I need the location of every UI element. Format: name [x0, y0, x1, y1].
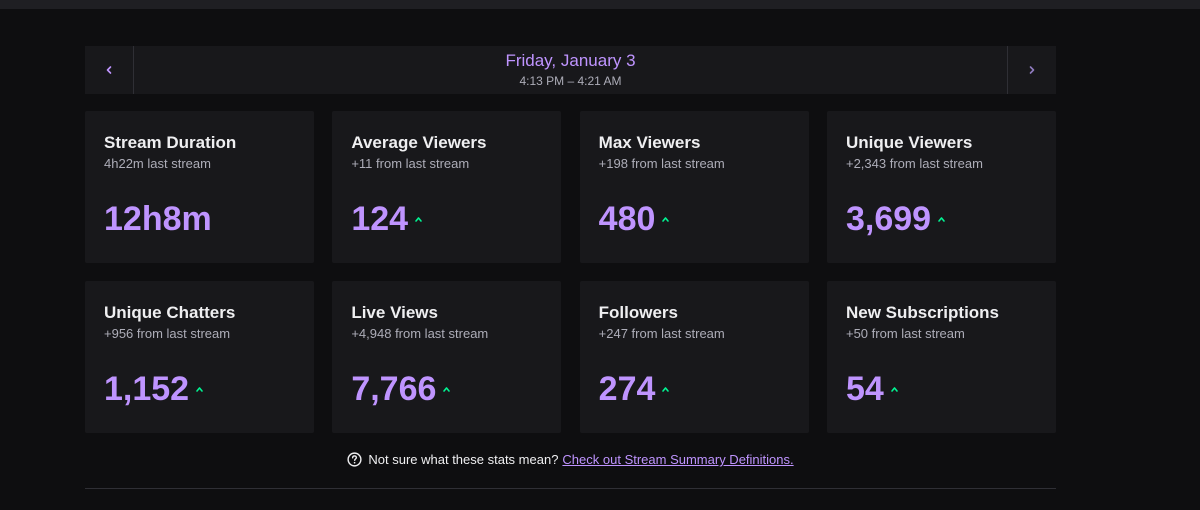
- stat-comparison: +11 from last stream: [351, 156, 470, 171]
- stat-comparison: +4,948 from last stream: [351, 326, 489, 341]
- trend-up-icon: [937, 215, 946, 224]
- stat-value: 480: [598, 200, 656, 238]
- stat-card-live-views: Live Views +4,948 from last stream 7,766: [332, 281, 562, 433]
- stat-comparison: +198 from last stream: [598, 156, 725, 171]
- stat-card-max-viewers: Max Viewers +198 from last stream 480: [579, 111, 809, 263]
- help-question-text: Not sure what these stats mean?: [368, 452, 559, 467]
- stat-title: Stream Duration: [104, 133, 237, 152]
- stat-title: Live Views: [351, 303, 438, 322]
- stat-title: Unique Viewers: [845, 133, 973, 152]
- stat-card-average-viewers: Average Viewers +11 from last stream 124: [332, 111, 562, 263]
- stat-comparison: 4h22m last stream: [104, 156, 211, 171]
- stat-card-unique-viewers: Unique Viewers +2,343 from last stream 3…: [826, 111, 1056, 263]
- stream-date: Friday, January 3: [505, 51, 636, 70]
- previous-stream-button[interactable]: [85, 46, 134, 94]
- chevron-left-icon: [106, 66, 112, 74]
- stat-card-unique-chatters: Unique Chatters +956 from last stream 1,…: [85, 281, 314, 433]
- stat-value: 3,699: [845, 200, 932, 238]
- stat-card-followers: Followers +247 from last stream 274: [579, 281, 809, 433]
- trend-up-icon: [890, 385, 899, 394]
- stat-title: Followers: [598, 303, 679, 322]
- date-display: Friday, January 3 4:13 PM – 4:21 AM: [134, 46, 1007, 94]
- divider: [85, 488, 1056, 489]
- stat-comparison: +956 from last stream: [104, 326, 231, 341]
- stat-comparison: +50 from last stream: [845, 326, 965, 341]
- stat-title: Max Viewers: [598, 133, 701, 152]
- stat-value: 12h8m: [104, 200, 212, 238]
- stat-title: Unique Chatters: [104, 303, 236, 322]
- stat-value: 1,152: [104, 370, 190, 408]
- stats-help-note: Not sure what these stats mean? Check ou…: [0, 452, 1141, 467]
- date-navigator: Friday, January 3 4:13 PM – 4:21 AM: [85, 46, 1056, 94]
- trend-up-icon: [195, 385, 204, 394]
- trend-up-icon: [661, 215, 670, 224]
- trend-up-icon: [414, 215, 423, 224]
- stat-value: 124: [351, 200, 409, 238]
- stat-comparison: +2,343 from last stream: [845, 156, 983, 171]
- stat-card-stream-duration: Stream Duration 4h22m last stream 12h8m: [85, 111, 314, 263]
- stat-card-new-subscriptions: New Subscriptions +50 from last stream 5…: [826, 281, 1056, 433]
- stat-value: 54: [845, 370, 884, 408]
- stat-value: 7,766: [351, 370, 437, 408]
- next-stream-button[interactable]: [1007, 46, 1056, 94]
- stat-title: Average Viewers: [351, 133, 487, 152]
- stat-value: 274: [598, 370, 656, 408]
- top-bar: [0, 0, 1200, 9]
- question-circle-icon: [347, 452, 362, 467]
- trend-up-icon: [442, 385, 451, 394]
- stats-grid: Stream Duration 4h22m last stream 12h8m …: [85, 111, 1056, 433]
- stream-time-range: 4:13 PM – 4:21 AM: [519, 74, 622, 88]
- stream-summary-definitions-link[interactable]: Check out Stream Summary Definitions.: [562, 452, 794, 467]
- stat-comparison: +247 from last stream: [598, 326, 725, 341]
- trend-up-icon: [661, 385, 670, 394]
- chevron-right-icon: [1029, 66, 1035, 74]
- stat-title: New Subscriptions: [845, 303, 1000, 322]
